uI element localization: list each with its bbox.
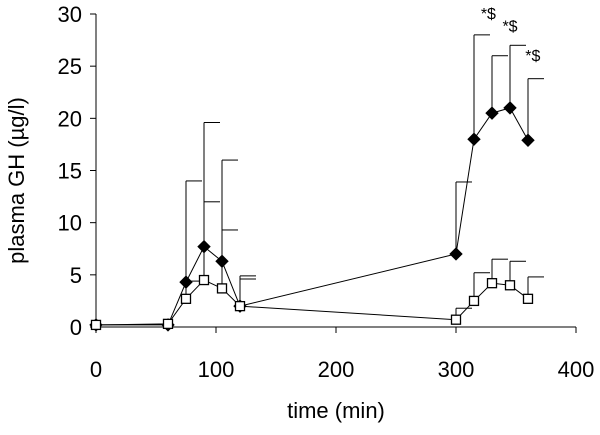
data-point-square xyxy=(234,300,246,312)
x-tick-label: 100 xyxy=(198,357,235,382)
y-tick-label: 5 xyxy=(70,263,82,288)
series-1 xyxy=(89,34,544,332)
x-axis-label: time (min) xyxy=(287,398,385,423)
data-point-square xyxy=(90,319,102,331)
series-line xyxy=(95,279,529,326)
plot-area: *$ *$ *$ xyxy=(89,6,544,332)
data-point-square xyxy=(180,293,192,304)
y-tick-label: 10 xyxy=(58,211,82,236)
y-axis-label: plasma GH (µg/l) xyxy=(4,97,29,264)
y-tick-label: 15 xyxy=(58,159,82,184)
y-tick-label: 20 xyxy=(58,106,82,131)
data-point-square xyxy=(198,274,210,286)
x-tick-label: 300 xyxy=(438,357,475,382)
significance-annotation: *$ xyxy=(525,48,540,65)
data-point-square xyxy=(504,280,516,291)
x-tick-label: 200 xyxy=(318,357,355,382)
series-line xyxy=(96,107,529,326)
data-point-square xyxy=(162,318,174,330)
data-point-square xyxy=(522,293,534,304)
x-tick-label: 400 xyxy=(558,357,595,382)
x-tick-label: 0 xyxy=(90,357,102,382)
data-point-square xyxy=(468,295,480,307)
y-tick-label: 30 xyxy=(58,2,82,27)
data-point-diamond xyxy=(449,247,463,261)
data-point-square xyxy=(216,283,228,294)
data-point-diamond xyxy=(467,132,481,146)
data-point-square xyxy=(486,278,498,289)
data-point-diamond xyxy=(521,133,535,147)
y-tick-label: 0 xyxy=(70,315,82,340)
significance-annotation: *$ xyxy=(502,19,517,36)
data-point-diamond xyxy=(503,101,517,115)
y-tick-label: 25 xyxy=(58,54,82,79)
series-2 xyxy=(90,201,544,331)
data-point-diamond xyxy=(485,106,499,120)
significance-annotation: *$ xyxy=(481,6,496,23)
data-point-square xyxy=(450,314,462,325)
